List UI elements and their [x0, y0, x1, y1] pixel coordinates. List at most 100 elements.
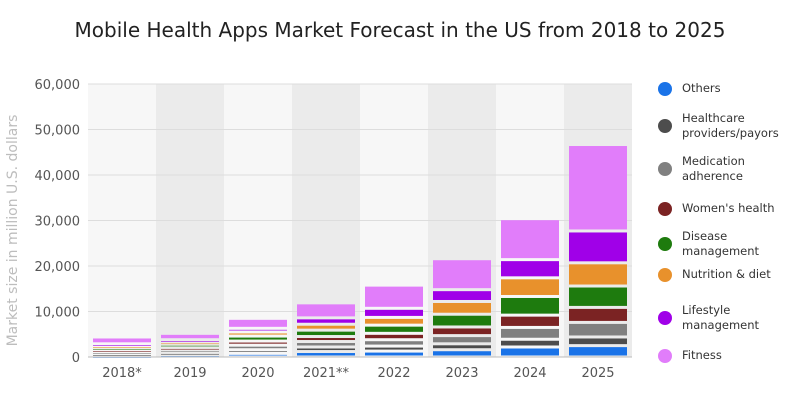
- bar-segment: [229, 346, 287, 349]
- bar-segment: [297, 348, 355, 351]
- bar-segment: [365, 347, 423, 350]
- bar-segment: [161, 343, 219, 345]
- legend-item: Others: [658, 81, 800, 96]
- bar-segment: [93, 348, 151, 350]
- legend-item: Healthcare providers/payors: [658, 111, 800, 141]
- bar-segment: [433, 291, 491, 300]
- bar-segment: [501, 348, 559, 356]
- bar-segment: [365, 334, 423, 339]
- legend-label: Fitness: [682, 348, 722, 362]
- legend-item: Lifestyle management: [658, 303, 800, 333]
- bar-segment: [501, 279, 559, 295]
- x-tick-label: 2023: [445, 366, 478, 381]
- y-tick-label: 60,000: [35, 78, 81, 93]
- x-tick-label: 2022: [377, 366, 410, 381]
- bar-segment: [229, 333, 287, 335]
- legend-swatch: [658, 81, 672, 96]
- bar-segment: [161, 351, 219, 352]
- x-tick-label: 2018*: [102, 366, 142, 381]
- x-tick-label: 2025: [581, 366, 614, 381]
- y-tick-label: 40,000: [35, 169, 81, 184]
- bar-segment: [161, 345, 219, 347]
- bar-segment: [297, 353, 355, 356]
- bar-segment: [501, 261, 559, 277]
- legend-swatch: [658, 311, 672, 325]
- y-axis-title: Market size in million U.S. dollars: [5, 115, 21, 347]
- bar-segment: [365, 326, 423, 332]
- bar-segment: [433, 260, 491, 289]
- bar-segment: [569, 232, 627, 262]
- bar-segment: [365, 318, 423, 324]
- bar-segment: [297, 325, 355, 329]
- bar-segment: [433, 302, 491, 313]
- bar-segment: [93, 345, 151, 346]
- bar-segment: [569, 146, 627, 230]
- bar-segment: [501, 220, 559, 259]
- legend-label: Disease management: [682, 229, 760, 258]
- y-tick-label: 10,000: [35, 306, 81, 321]
- bar-segment: [569, 347, 627, 356]
- bar-segment: [433, 345, 491, 349]
- legend-item: Disease management: [658, 229, 800, 259]
- bar-segment: [93, 351, 151, 352]
- x-tick-label: 2019: [173, 366, 206, 381]
- bar-segment: [365, 352, 423, 356]
- bar-segment: [93, 355, 151, 356]
- legend-item: Fitness: [658, 348, 800, 363]
- bar-segment: [569, 287, 627, 306]
- y-tick-label: 30,000: [35, 215, 81, 230]
- y-tick-label: 20,000: [35, 260, 81, 275]
- bar-segment: [229, 351, 287, 352]
- bar-segment: [229, 342, 287, 344]
- bar-segment: [501, 297, 559, 314]
- legend-swatch: [658, 348, 672, 363]
- bar-segment: [433, 328, 491, 335]
- legend-swatch: [658, 237, 672, 251]
- legend-label: Others: [682, 81, 721, 95]
- x-tick-label: 2024: [513, 366, 546, 381]
- bar-segment: [161, 353, 219, 355]
- bar-segment: [161, 334, 219, 339]
- bar-segment: [433, 351, 491, 356]
- legend-swatch: [658, 119, 672, 133]
- bar-segment: [569, 338, 627, 345]
- legend-label: Medication adherence: [682, 154, 745, 183]
- bar-segment: [569, 264, 627, 285]
- bar-segment: [229, 319, 287, 327]
- bar-segment: [229, 354, 287, 356]
- bar-segment: [297, 319, 355, 323]
- bar-segment: [161, 341, 219, 342]
- bar-segment: [433, 337, 491, 343]
- bar-segment: [501, 316, 559, 326]
- legend-label: Nutrition & diet: [682, 267, 771, 281]
- bar-segment: [229, 337, 287, 340]
- legend-swatch: [658, 162, 672, 176]
- bar-segment: [365, 309, 423, 316]
- bar-segment: [297, 338, 355, 341]
- bar-segment: [433, 315, 491, 326]
- legend-label: Women's health: [682, 201, 775, 215]
- bar-segment: [297, 331, 355, 336]
- legend-label: Healthcare providers/payors: [682, 111, 779, 140]
- chart-title: Mobile Health Apps Market Forecast in th…: [74, 18, 726, 42]
- bar-segment: [297, 343, 355, 346]
- bar-segment: [569, 308, 627, 321]
- legend-item: Medication adherence: [658, 154, 800, 184]
- legend-swatch: [658, 201, 672, 216]
- legend: Others Healthcare providers/payors Medicat…: [658, 0, 800, 400]
- y-tick-label: 50,000: [35, 124, 81, 139]
- bar-segment: [365, 341, 423, 345]
- bar-segment: [229, 329, 287, 331]
- bar-segment: [161, 348, 219, 350]
- bar-segment: [501, 328, 559, 338]
- bar-segment: [93, 338, 151, 343]
- x-tick-label: 2021**: [303, 366, 350, 381]
- legend-swatch: [658, 267, 672, 282]
- bar-segment: [93, 353, 151, 354]
- bar-segment: [365, 286, 423, 307]
- bar-segment: [93, 347, 151, 348]
- legend-item: Women's health: [658, 201, 800, 216]
- bar-segment: [569, 323, 627, 336]
